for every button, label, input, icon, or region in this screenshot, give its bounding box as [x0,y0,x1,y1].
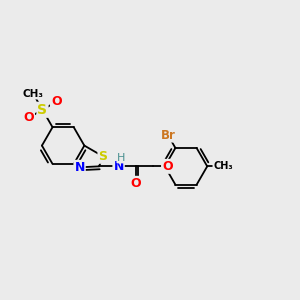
Text: N: N [113,160,124,173]
Text: Br: Br [160,129,175,142]
Text: O: O [130,177,141,190]
Text: O: O [51,95,62,108]
Text: H: H [117,152,126,163]
Text: O: O [162,160,173,173]
Text: CH₃: CH₃ [213,161,233,171]
Text: S: S [38,103,47,117]
Text: N: N [74,161,85,174]
Text: S: S [98,150,107,163]
Text: CH₃: CH₃ [22,88,44,99]
Text: O: O [23,111,34,124]
